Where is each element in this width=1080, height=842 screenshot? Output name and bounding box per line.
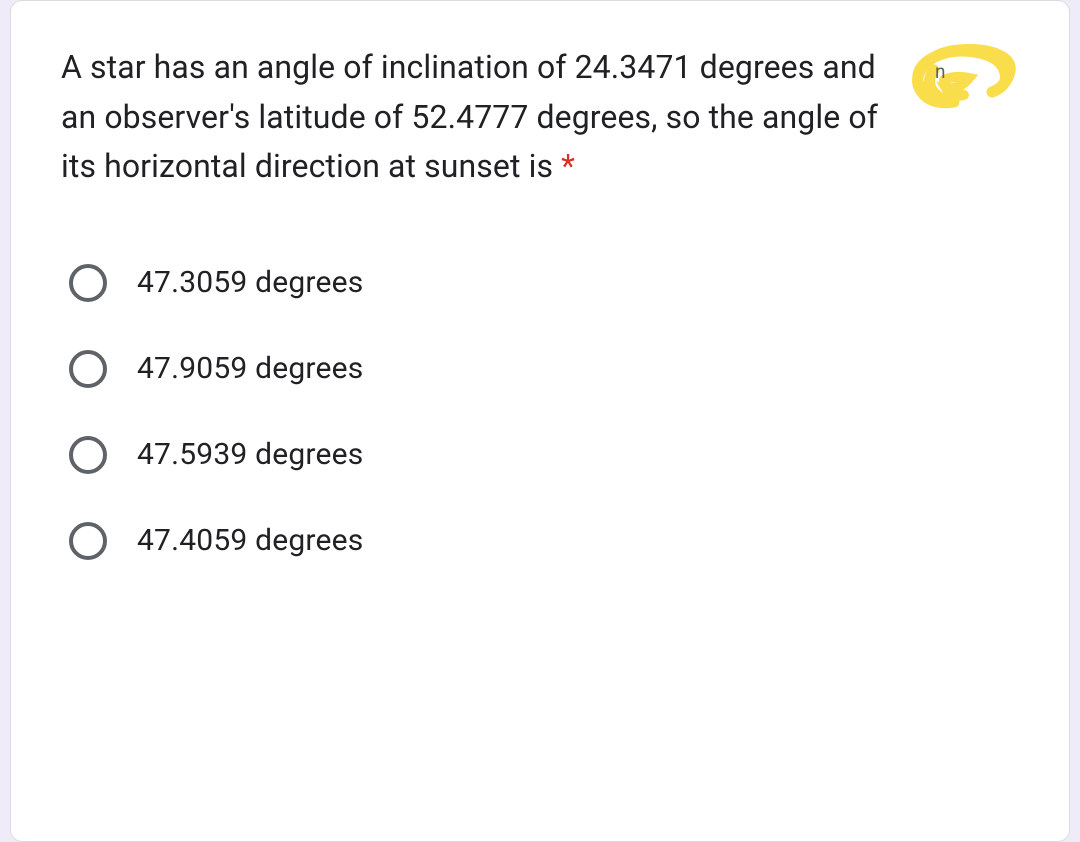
option-label: 47.3059 degrees	[137, 265, 363, 300]
question-card: A star has an angle of inclination of 24…	[10, 0, 1070, 842]
radio-icon	[69, 350, 107, 388]
options-list: 47.3059 degrees 47.9059 degrees 47.5939 …	[61, 240, 1019, 584]
option-label: 47.5939 degrees	[137, 437, 363, 472]
required-marker: *	[561, 147, 575, 185]
radio-icon	[69, 264, 107, 302]
option-label: 47.9059 degrees	[137, 351, 363, 386]
question-header: A star has an angle of inclination of 24…	[61, 43, 1019, 192]
radio-icon	[69, 436, 107, 474]
option-label: 47.4059 degrees	[137, 523, 363, 558]
question-text: A star has an angle of inclination of 24…	[61, 43, 909, 192]
radio-icon	[69, 522, 107, 560]
option-3[interactable]: 47.4059 degrees	[61, 498, 1019, 584]
question-body: A star has an angle of inclination of 24…	[61, 48, 878, 185]
points-badge: n	[909, 48, 1019, 118]
highlight-scribble-icon	[904, 40, 1024, 125]
option-1[interactable]: 47.9059 degrees	[61, 326, 1019, 412]
points-label: n	[935, 60, 946, 83]
option-2[interactable]: 47.5939 degrees	[61, 412, 1019, 498]
option-0[interactable]: 47.3059 degrees	[61, 240, 1019, 326]
